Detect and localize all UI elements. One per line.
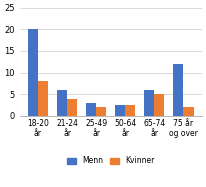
Bar bbox=[86, 103, 96, 116]
Bar bbox=[144, 90, 154, 116]
Bar bbox=[96, 107, 106, 116]
Bar bbox=[38, 81, 48, 116]
Bar bbox=[115, 105, 125, 116]
Bar bbox=[125, 105, 135, 116]
Bar bbox=[28, 29, 38, 116]
Bar bbox=[57, 90, 67, 116]
Bar bbox=[183, 107, 194, 116]
Bar bbox=[154, 94, 164, 116]
Bar bbox=[173, 64, 183, 116]
Legend: Menn, Kvinner: Menn, Kvinner bbox=[64, 153, 157, 168]
Bar bbox=[67, 99, 77, 116]
